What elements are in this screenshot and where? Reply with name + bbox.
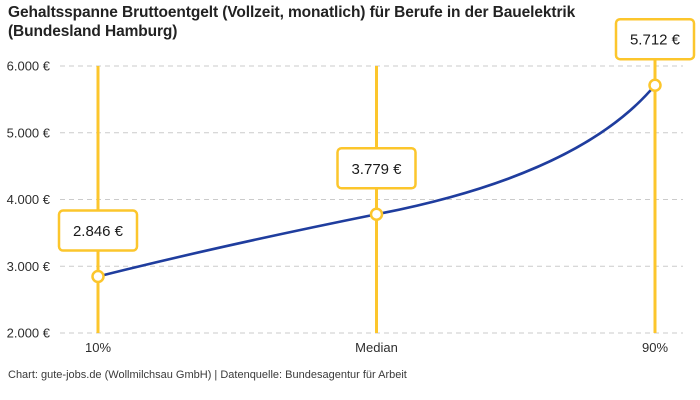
value-labels: 2.846 € 3.779 € 5.712 € xyxy=(57,17,696,252)
value-label-box xyxy=(336,147,417,190)
y-tick-label: 2.000 € xyxy=(7,326,51,341)
x-axis-label: Median xyxy=(355,340,398,355)
y-tick-label: 5.000 € xyxy=(7,125,51,140)
gridlines xyxy=(60,65,683,334)
value-label-text: 3.779 € xyxy=(351,161,402,178)
value-label-box xyxy=(614,17,696,61)
chart-attribution: Chart: gute-jobs.de (Wollmilchsau GmbH) … xyxy=(8,369,407,381)
value-label-text: 5.712 € xyxy=(630,32,681,49)
y-tick-label: 4.000 € xyxy=(7,192,51,207)
value-label-box xyxy=(57,209,139,252)
data-point-markers xyxy=(91,78,662,284)
x-axis-label: 10% xyxy=(85,340,111,355)
data-point-marker xyxy=(648,78,662,92)
chart-title: Gehaltsspanne Bruttoentgelt (Vollzeit, m… xyxy=(8,4,576,40)
y-tick-label: 3.000 € xyxy=(7,259,51,274)
x-axis-labels: 10% Median 90% xyxy=(85,340,668,355)
y-axis-tick-labels: 2.000 € 3.000 € 4.000 € 5.000 € 6.000 € xyxy=(7,59,51,341)
y-tick-label: 6.000 € xyxy=(7,59,51,74)
data-point-marker xyxy=(91,269,105,284)
data-point-marker xyxy=(369,207,384,222)
value-label-text: 2.846 € xyxy=(73,223,124,240)
percentile-lines xyxy=(96,23,657,333)
x-axis-label: 90% xyxy=(642,340,668,355)
